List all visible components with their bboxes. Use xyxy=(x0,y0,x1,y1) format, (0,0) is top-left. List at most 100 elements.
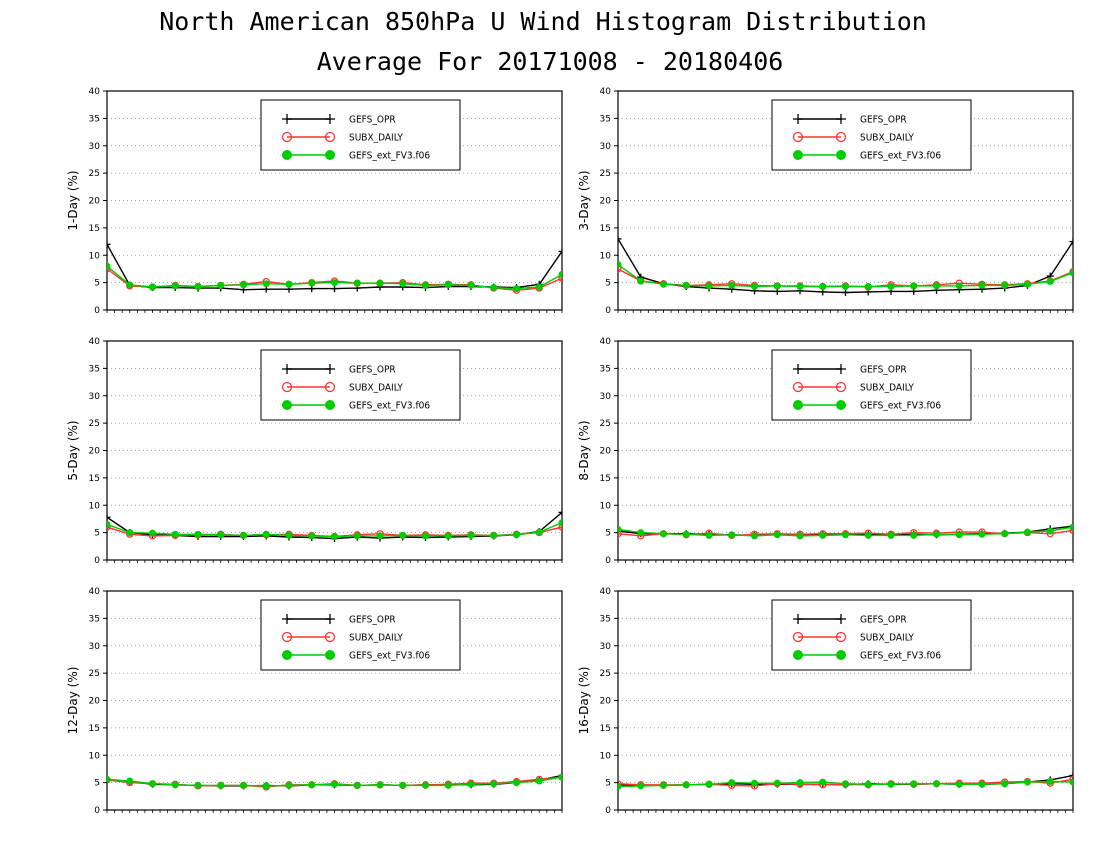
y-tick-label: 35 xyxy=(600,114,611,124)
data-point xyxy=(1069,269,1073,277)
data-point xyxy=(728,531,736,539)
data-point xyxy=(864,531,872,539)
legend-item: GEFS_OPR xyxy=(282,364,396,376)
data-point xyxy=(1024,778,1031,786)
legend-item: GEFS_OPR xyxy=(793,364,907,376)
data-point xyxy=(660,530,667,538)
legend-marker xyxy=(325,614,335,624)
data-point xyxy=(660,781,667,789)
data-point xyxy=(1069,526,1073,535)
legend-item: GEFS_OPR xyxy=(793,114,907,126)
data-point xyxy=(513,779,520,787)
data-point xyxy=(682,281,690,289)
legend-marker xyxy=(282,650,292,660)
y-tick-label: 30 xyxy=(89,642,101,652)
legend: GEFS_OPR SUBX_DAILY GEFS_ext_FV3.f06 xyxy=(771,99,972,171)
y-tick-label: 25 xyxy=(89,169,100,179)
legend-box xyxy=(260,349,461,421)
data-point xyxy=(376,279,384,287)
legend: GEFS_OPR SUBX_DAILY GEFS_ext_FV3.f06 xyxy=(260,349,461,421)
legend-marker xyxy=(793,364,803,374)
y-tick-label: 20 xyxy=(600,447,612,457)
y-tick-label: 0 xyxy=(94,556,100,566)
legend-marker xyxy=(325,114,335,124)
data-point xyxy=(308,781,316,789)
data-point xyxy=(149,283,156,291)
data-point xyxy=(262,530,270,538)
data-point xyxy=(558,508,562,516)
data-point xyxy=(467,780,475,788)
y-tick-label: 5 xyxy=(605,779,611,789)
data-point xyxy=(535,283,543,291)
data-point xyxy=(444,281,452,289)
y-axis-label: 8-Day (%) xyxy=(577,420,591,480)
data-point xyxy=(171,781,179,789)
legend-label: GEFS_OPR xyxy=(860,615,907,626)
data-point xyxy=(618,780,622,788)
data-point xyxy=(240,281,247,289)
data-point xyxy=(513,531,520,539)
legend-item: SUBX_DAILY xyxy=(792,631,914,644)
y-tick-label: 40 xyxy=(600,337,612,347)
data-point xyxy=(796,779,804,787)
plot-frame xyxy=(617,340,1074,561)
figure-title: North American 850hPa U Wind Histogram D… xyxy=(159,7,927,36)
data-point xyxy=(331,532,338,540)
y-tick-label: 25 xyxy=(89,419,100,429)
data-point xyxy=(773,282,781,290)
data-point xyxy=(955,531,963,539)
data-point xyxy=(422,532,429,540)
legend-box xyxy=(260,599,461,671)
legend-item: GEFS_ext_FV3.f06 xyxy=(282,650,430,662)
legend-label: GEFS_ext_FV3.f06 xyxy=(349,651,430,662)
data-point xyxy=(513,285,520,293)
legend-marker xyxy=(325,150,335,160)
data-point xyxy=(107,262,111,270)
data-point xyxy=(331,279,338,287)
legend-box xyxy=(771,599,972,671)
y-tick-label: 10 xyxy=(89,251,101,261)
data-point xyxy=(1001,530,1009,538)
legend-marker xyxy=(836,114,846,124)
data-point xyxy=(399,531,407,539)
series-gefs-ext-fv3-f06 xyxy=(618,523,1073,540)
y-tick-label: 25 xyxy=(600,669,611,679)
data-point xyxy=(842,282,849,290)
legend-label: GEFS_ext_FV3.f06 xyxy=(860,401,941,412)
legend-marker xyxy=(835,131,847,143)
legend-label: GEFS_ext_FV3.f06 xyxy=(860,651,941,662)
data-point xyxy=(864,282,872,290)
data-point xyxy=(637,277,645,285)
legend-label: GEFS_ext_FV3.f06 xyxy=(349,151,430,162)
data-point xyxy=(978,281,986,289)
data-point xyxy=(910,282,918,290)
y-tick-label: 5 xyxy=(94,529,100,539)
y-tick-label: 25 xyxy=(89,669,100,679)
legend-label: GEFS_ext_FV3.f06 xyxy=(349,401,430,412)
series-gefs-ext-fv3-f06 xyxy=(618,778,1073,790)
data-point xyxy=(887,780,895,788)
data-point xyxy=(558,270,562,278)
legend-marker xyxy=(836,650,846,660)
panel-1: 0 5 10 15 20 25 30 35 40 1-Day (%) GEFS_OPR SUBX_DA… xyxy=(66,87,563,316)
y-tick-label: 40 xyxy=(600,87,612,97)
y-tick-label: 35 xyxy=(89,614,100,624)
data-point xyxy=(422,781,429,789)
y-tick-label: 10 xyxy=(600,751,612,761)
legend-marker xyxy=(282,150,292,160)
y-tick-label: 40 xyxy=(600,587,612,597)
legend-item: SUBX_DAILY xyxy=(792,131,914,144)
data-point xyxy=(637,529,645,537)
data-point xyxy=(1046,778,1054,786)
data-point xyxy=(240,531,247,539)
data-point xyxy=(978,780,986,788)
data-point xyxy=(262,782,270,790)
y-tick-label: 40 xyxy=(89,337,101,347)
panel-3: 0 5 10 15 20 25 30 35 40 5-Day (%) GEFS_OPR SUBX_DA… xyxy=(66,337,563,566)
y-tick-label: 0 xyxy=(94,806,100,816)
y-tick-label: 0 xyxy=(605,556,611,566)
figure-subtitle: Average For 20171008 - 20180406 xyxy=(317,47,784,76)
data-point xyxy=(728,779,736,787)
data-point xyxy=(1069,775,1073,783)
legend-marker xyxy=(793,650,803,660)
